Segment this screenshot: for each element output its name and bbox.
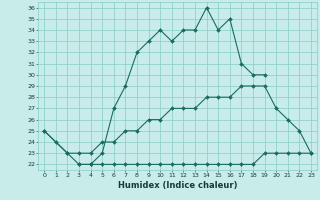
X-axis label: Humidex (Indice chaleur): Humidex (Indice chaleur) (118, 181, 237, 190)
